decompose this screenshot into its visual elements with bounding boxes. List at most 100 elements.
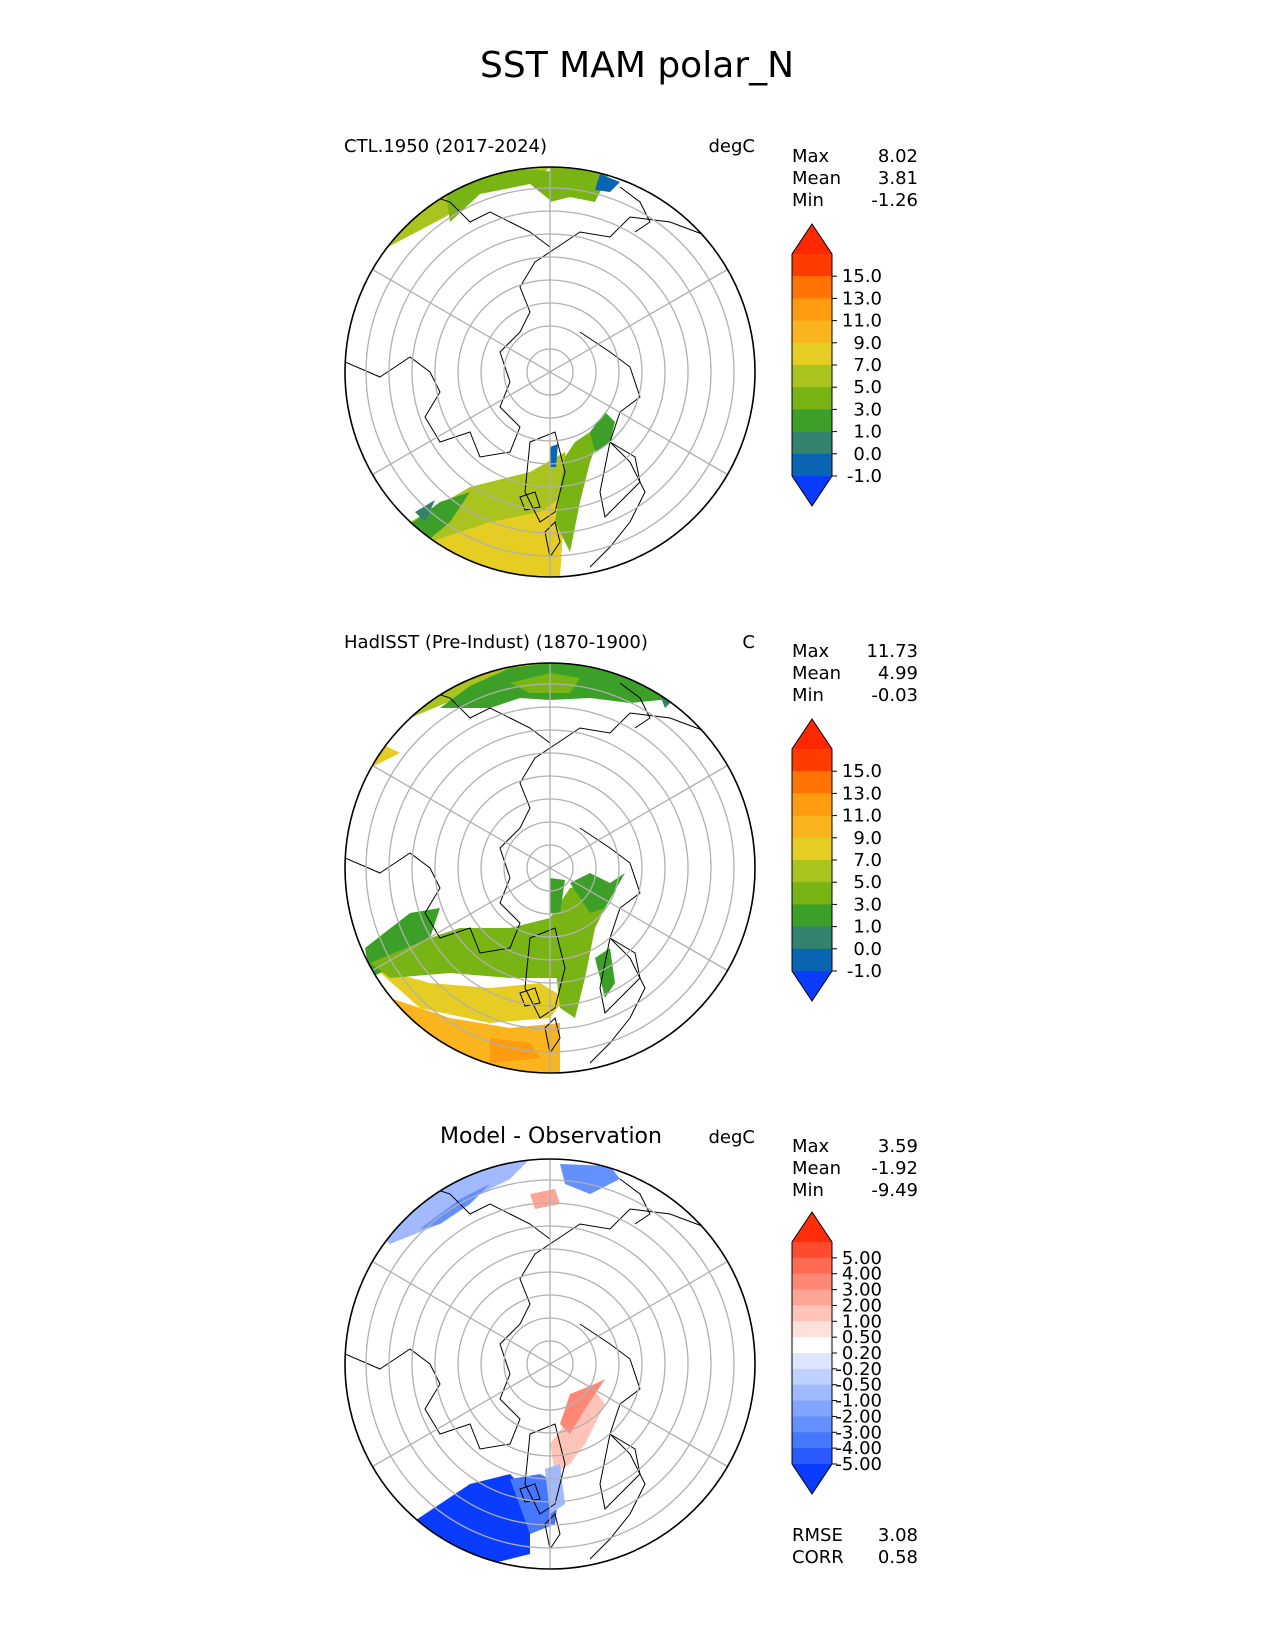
coast-iceland: [519, 987, 541, 1007]
panel-diff-skill: RMSE 3.08 CORR 0.58: [792, 1525, 918, 1568]
panel-obs-map: [344, 662, 756, 1074]
colorbar-swatch: [792, 882, 832, 905]
panel-diff: Model - Observation degC Max 3.59 Mean -…: [344, 1124, 918, 1570]
coast-uk: [544, 521, 561, 559]
stat-mean-label: Mean: [792, 1158, 841, 1179]
colorbar-swatch: [792, 1432, 832, 1449]
sst-labrador-cold: [415, 500, 435, 522]
sst-bering-sea: [445, 167, 580, 222]
colorbar-ticks: 15.013.011.09.07.05.03.01.00.0-1.0: [832, 266, 882, 487]
panel-obs: HadISST (Pre-Indust) (1870-1900) C Max 1…: [344, 632, 918, 1074]
colorbar-tick-label: 3.00: [842, 1280, 882, 1301]
panel-obs-units: C: [742, 632, 755, 653]
colorbar-ticks: 15.013.011.09.07.05.03.01.00.0-1.0: [832, 761, 882, 982]
coast-north-america: [345, 1243, 551, 1450]
panel-diff-stats: Max 3.59 Mean -1.92 Min -9.49: [792, 1136, 918, 1201]
colorbar-swatch: [792, 1353, 832, 1370]
coast-kamchatka: [619, 186, 651, 233]
sst-barents-sea: [570, 873, 625, 913]
graticule: [365, 1159, 735, 1569]
stat-max-label: Max: [792, 641, 830, 662]
colorbar-swatch: [792, 1400, 832, 1418]
colorbar-swatch: [792, 837, 832, 861]
colorbar-swatch: [792, 1273, 832, 1291]
map-boundary: [344, 166, 756, 578]
colorbar-tick-label: 3.0: [853, 894, 882, 915]
colorbar-swatch: [792, 1289, 832, 1307]
sst-greenland-sea-cold: [550, 444, 558, 467]
stat-max-value: 3.59: [878, 1136, 918, 1157]
colorbar-tick-label: -3.00: [835, 1422, 882, 1443]
stat-mean-label: Mean: [792, 663, 841, 684]
coast-scandinavia: [599, 441, 641, 519]
colorbar-swatch: [792, 276, 832, 299]
colorbar-tick-label: 11.0: [842, 311, 882, 332]
colorbar-swatch: [792, 409, 832, 433]
colorbar-tick-label: 15.0: [842, 266, 882, 287]
colorbar-swatch: [792, 1448, 832, 1465]
colorbar-ctl: 15.013.011.09.07.05.03.01.00.0-1.0: [791, 223, 882, 507]
colorbar-diff: 5.004.003.002.001.000.500.20-0.20-0.50-1…: [791, 1211, 882, 1495]
panel-diff-map: [344, 1158, 756, 1570]
colorbar-tick-label: 0.50: [842, 1327, 882, 1348]
map-boundary: [344, 662, 756, 1074]
stat-mean-value: -1.92: [871, 1158, 918, 1179]
panel-ctl-units: degC: [709, 136, 756, 157]
coast-kamchatka: [619, 682, 651, 729]
colorbar-swatches: [791, 718, 833, 1002]
colorbar-swatch: [792, 749, 832, 772]
stat-min-value: -0.03: [871, 685, 918, 706]
colorbar-tick-label: -1.0: [847, 961, 882, 982]
colorbar-tick-label: 11.0: [842, 806, 882, 827]
meridian: [372, 764, 728, 972]
stat-max-label: Max: [792, 146, 830, 167]
panel-diff-units: degC: [709, 1127, 756, 1148]
colorbar-swatch: [792, 948, 832, 972]
colorbar-tick-label: 7.0: [853, 355, 882, 376]
colorbar-swatch: [792, 1242, 832, 1259]
colorbar-tick-label: 1.0: [853, 917, 882, 938]
colorbar-swatch: [792, 1416, 832, 1433]
colorbar-tick-label: 5.0: [853, 872, 882, 893]
stat-corr-label: CORR: [792, 1547, 844, 1568]
colorbar-swatch: [792, 1368, 832, 1386]
coast-scandinavia: [599, 937, 641, 1015]
colorbar-tick-label: 15.0: [842, 761, 882, 782]
stat-max-label: Max: [792, 1136, 830, 1157]
meridian: [372, 1260, 728, 1468]
colorbar-swatches: [791, 223, 833, 507]
colorbar-tick-label: -0.20: [835, 1359, 882, 1380]
colorbar-tick-label: 5.00: [842, 1248, 882, 1269]
colorbar-ticks: 5.004.003.002.001.000.500.20-0.20-0.50-1…: [832, 1248, 882, 1475]
colorbar-tick-label: 1.0: [853, 422, 882, 443]
stat-corr-value: 0.58: [878, 1547, 918, 1568]
sst-atlantic-core: [490, 1038, 540, 1063]
figure-title: SST MAM polar_N: [480, 45, 794, 86]
graticule: [365, 167, 735, 577]
colorbar-tick-label: -5.00: [835, 1454, 882, 1475]
colorbar-tick-label: -0.50: [835, 1375, 882, 1396]
coast-greenland: [524, 927, 566, 1019]
stat-min-label: Min: [792, 685, 824, 706]
stat-max-value: 8.02: [878, 146, 918, 167]
colorbar-extend-min: [792, 476, 832, 506]
stat-max-value: 11.73: [866, 641, 918, 662]
colorbar-swatch: [792, 904, 832, 928]
colorbar-swatch: [792, 771, 832, 794]
coast-greenland: [524, 1423, 566, 1515]
coast-greenland: [524, 431, 566, 523]
sst-okhotsk-cold: [595, 174, 620, 192]
colorbar-tick-label: 0.0: [853, 444, 882, 465]
colorbar-tick-label: 9.0: [853, 333, 882, 354]
sst-field: [365, 167, 620, 577]
colorbar-swatch: [792, 1321, 832, 1338]
panel-diff-label: Model - Observation: [440, 1124, 662, 1149]
colorbar-tick-label: -4.00: [835, 1438, 882, 1459]
panel-ctl: CTL.1950 (2017-2024) degC Max 8.02 Mean …: [344, 136, 918, 578]
coast-iceland: [519, 1483, 541, 1503]
coast-kamchatka: [619, 1178, 651, 1225]
diff-barents-sea: [560, 1379, 605, 1434]
coast-alaska: [419, 1183, 551, 1240]
colorbar-swatch: [792, 320, 832, 344]
colorbar-swatch: [792, 1305, 832, 1322]
